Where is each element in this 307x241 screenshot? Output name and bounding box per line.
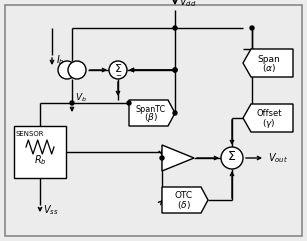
Text: $-$: $-$ <box>115 71 122 76</box>
Circle shape <box>160 156 164 160</box>
Circle shape <box>70 101 74 105</box>
Text: $I_b$: $I_b$ <box>56 53 65 67</box>
Text: Span: Span <box>258 54 280 63</box>
Polygon shape <box>129 100 175 126</box>
Circle shape <box>221 147 243 169</box>
Text: SpanTC: SpanTC <box>136 105 166 114</box>
Polygon shape <box>243 104 293 132</box>
Polygon shape <box>243 49 293 77</box>
Circle shape <box>68 61 86 79</box>
Text: $(\beta)$: $(\beta)$ <box>144 112 158 125</box>
Circle shape <box>250 26 254 30</box>
Circle shape <box>173 68 177 72</box>
Circle shape <box>127 101 131 105</box>
Text: SENSOR: SENSOR <box>16 131 45 137</box>
Text: Offset: Offset <box>256 109 282 119</box>
Polygon shape <box>162 187 208 213</box>
Circle shape <box>173 68 177 72</box>
Circle shape <box>58 61 76 79</box>
Text: $V_{ss}$: $V_{ss}$ <box>43 203 59 217</box>
Circle shape <box>109 61 127 79</box>
Text: $V_{out}$: $V_{out}$ <box>268 151 288 165</box>
Text: OTC: OTC <box>175 192 193 201</box>
Text: $\Sigma$: $\Sigma$ <box>227 150 237 163</box>
Circle shape <box>173 26 177 30</box>
Text: $V_b$: $V_b$ <box>75 92 87 104</box>
Polygon shape <box>162 145 194 171</box>
Text: $(\delta)$: $(\delta)$ <box>177 199 191 211</box>
Bar <box>14 126 66 178</box>
Text: $(\alpha)$: $(\alpha)$ <box>262 62 276 74</box>
Circle shape <box>173 111 177 115</box>
Text: $R_b$: $R_b$ <box>34 153 46 167</box>
Text: $(\gamma)$: $(\gamma)$ <box>262 116 276 129</box>
Text: $V_{dd}$: $V_{dd}$ <box>179 0 196 9</box>
Text: $\Sigma$: $\Sigma$ <box>114 62 122 74</box>
